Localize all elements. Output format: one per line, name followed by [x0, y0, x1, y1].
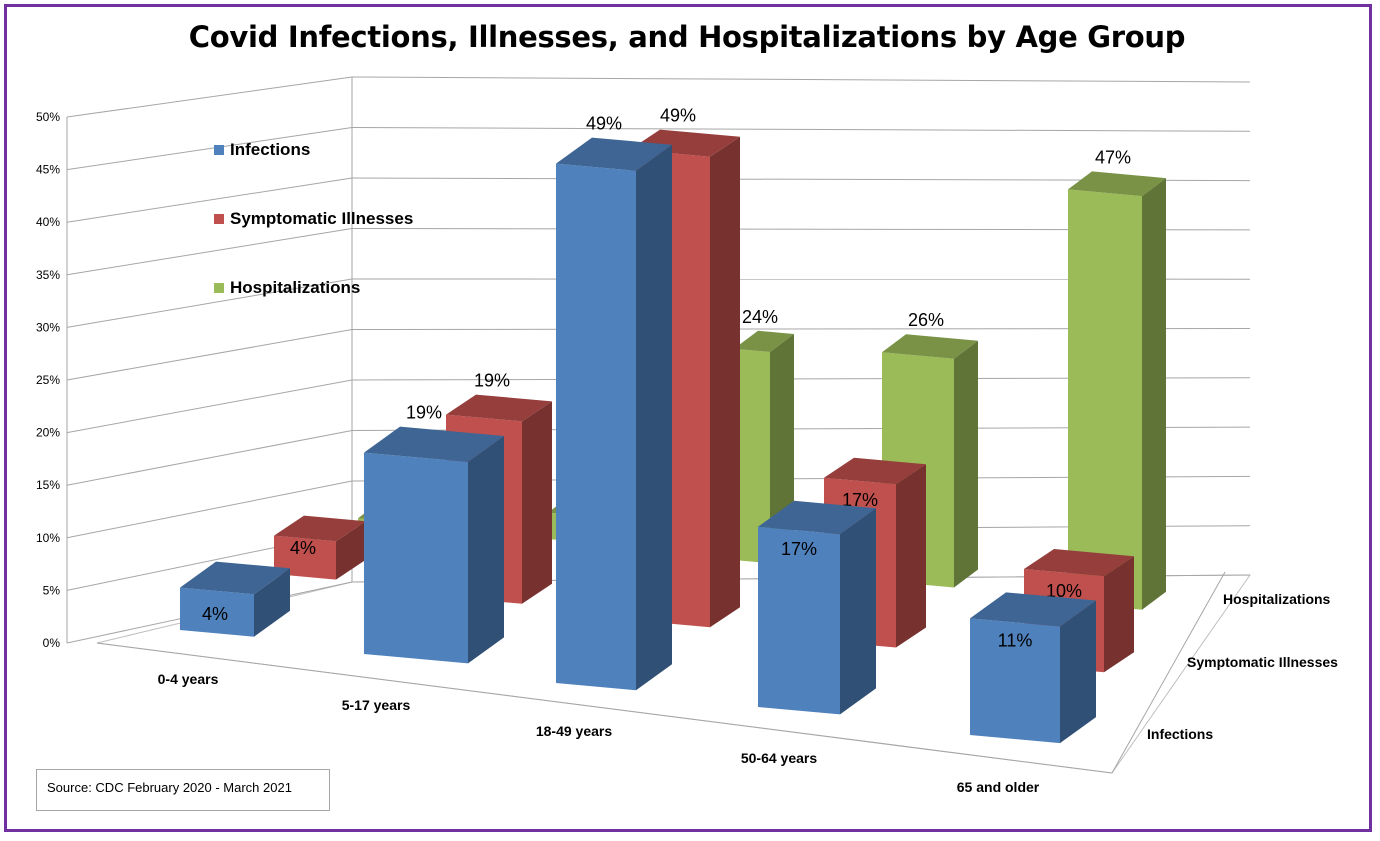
bar-infections-4-side [1060, 600, 1096, 744]
bar-infections-1-side [468, 436, 504, 664]
gridline-left-9 [66, 127, 353, 171]
data-label-hospitalizations-3: 26% [908, 310, 944, 330]
y-tick-label: 40% [36, 215, 60, 229]
y-tick-label: 15% [36, 478, 60, 492]
bar-hospitalizations-3-side [954, 340, 978, 588]
bar-infections-0-top [180, 561, 290, 595]
bar-symptomatic-4-side [1104, 556, 1134, 673]
data-label-hospitalizations-4: 47% [1095, 147, 1131, 167]
data-label-infections-0: 4% [202, 604, 228, 624]
bar-symptomatic-2-side [710, 136, 740, 628]
bar-infections-3-side [840, 508, 876, 715]
depth-label-2: Hospitalizations [1223, 591, 1331, 607]
y-tick-label: 45% [36, 163, 60, 177]
bar-hospitalizations-4-top [1068, 171, 1166, 197]
depth-axis-line [1111, 571, 1226, 774]
bar-symptomatic-3-side [896, 464, 926, 648]
category-label-4: 65 and older [957, 779, 1040, 795]
legend-label-hospitalizations: Hospitalizations [230, 278, 361, 297]
y-tick-label: 35% [36, 268, 60, 282]
source-note: Source: CDC February 2020 - March 2021 [36, 769, 330, 811]
depth-label-0: Infections [1147, 726, 1213, 742]
y-tick-label: 20% [36, 426, 60, 440]
y-tick-label: 5% [43, 583, 61, 597]
bar-hospitalizations-2 [734, 348, 770, 564]
category-label-2: 18-49 years [536, 723, 613, 739]
legend-item-symptomatic: Symptomatic Illnesses [214, 209, 413, 229]
gridline-back-9 [351, 127, 1251, 132]
data-label-hospitalizations-2: 24% [742, 307, 778, 327]
legend-swatch-symptomatic [214, 214, 224, 224]
bar-infections-2 [556, 163, 636, 691]
y-tick-label: 10% [36, 531, 60, 545]
chart-title: Covid Infections, Illnesses, and Hospita… [188, 20, 1186, 54]
legend-label-symptomatic: Symptomatic Illnesses [230, 209, 414, 228]
gridline-back-10 [351, 76, 1251, 83]
gridline-left-4 [66, 379, 353, 434]
bar-infections-4 [970, 618, 1060, 744]
data-label-infections-1: 19% [406, 403, 442, 423]
data-label-symptomatic-0: 4% [290, 538, 316, 558]
x-axis-line [96, 642, 1113, 774]
bar-symptomatic-0-side [336, 521, 366, 580]
y-tick-label: 25% [36, 373, 60, 387]
bar-hospitalizations-3-top [882, 334, 978, 359]
bar-symptomatic-1-side [522, 401, 552, 604]
bar-infections-0 [180, 587, 254, 637]
bar-infections-1 [364, 452, 468, 664]
data-label-symptomatic-3: 17% [842, 490, 878, 510]
y-tick-label: 50% [36, 110, 60, 124]
y-tick-label: 0% [43, 636, 61, 650]
category-label-1: 5-17 years [342, 697, 411, 713]
bar-infections-3-top [758, 500, 876, 535]
category-label-3: 50-64 years [741, 750, 818, 766]
gridline-left-3 [66, 430, 353, 486]
legend-label-infections: Infections [230, 140, 311, 159]
gridline-left-10 [66, 76, 353, 118]
bar-hospitalizations-4-side [1142, 178, 1166, 610]
bar-infections-4-top [970, 592, 1096, 627]
data-label-symptomatic-1: 19% [474, 371, 510, 391]
legend-item-hospitalizations: Hospitalizations [214, 278, 360, 298]
gridline-left-5 [66, 329, 353, 381]
bar-infections-3 [758, 526, 840, 715]
bar-symptomatic-0-top [274, 515, 366, 542]
gridline-left-2 [66, 480, 353, 539]
data-label-infections-4: 11% [998, 630, 1033, 650]
legend-swatch-hospitalizations [214, 283, 224, 293]
legend-swatch-infections [214, 145, 224, 155]
bar-symptomatic-3-top [824, 457, 926, 485]
category-label-0: 0-4 years [158, 671, 219, 687]
gridline-left-6 [66, 278, 353, 328]
depth-label-1: Symptomatic Illnesses [1187, 654, 1338, 670]
data-label-infections-2: 49% [586, 114, 622, 134]
bar-hospitalizations-4 [1068, 189, 1142, 610]
data-label-symptomatic-4: 10% [1046, 581, 1082, 601]
bar-infections-1-top [364, 426, 504, 462]
bar-infections-2-side [636, 144, 672, 691]
legend-item-infections: Infections [214, 140, 310, 160]
data-label-symptomatic-2: 49% [660, 106, 696, 126]
y-tick-label: 30% [36, 320, 60, 334]
gridline-left-8 [66, 177, 353, 223]
gridline-left-7 [66, 228, 353, 276]
data-label-infections-3: 17% [781, 539, 817, 559]
bar-infections-2-top [556, 137, 672, 171]
bar-infections-0-side [254, 568, 290, 637]
bar-symptomatic-4-top [1024, 549, 1134, 577]
bar-symptomatic-1-top [446, 394, 552, 422]
bar-hospitalizations-2-top [734, 330, 794, 352]
